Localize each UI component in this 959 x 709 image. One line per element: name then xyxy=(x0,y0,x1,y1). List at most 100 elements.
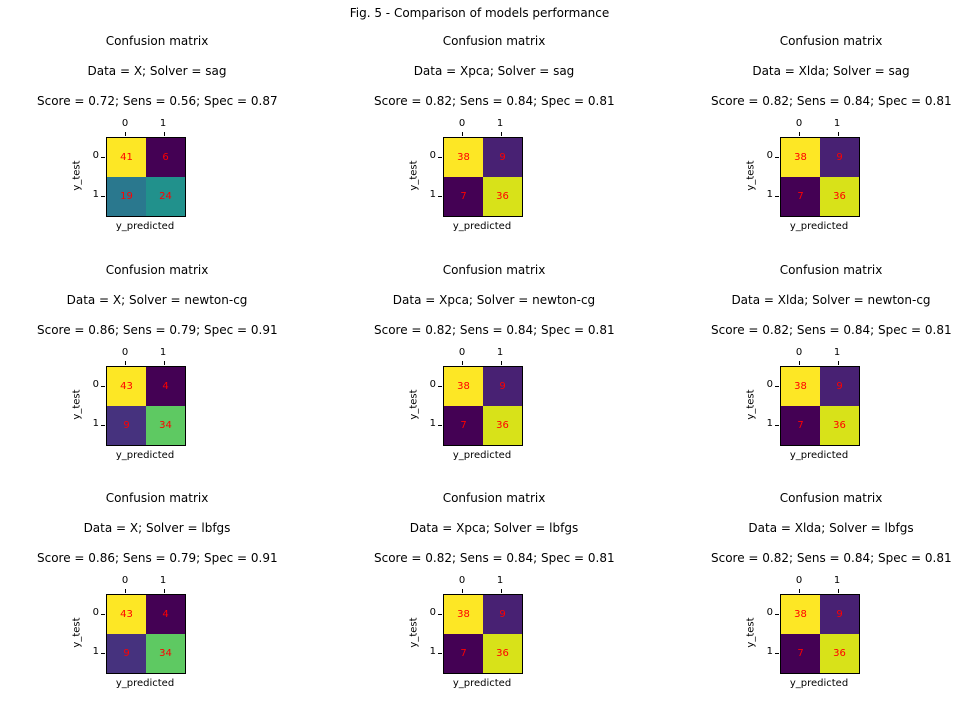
panel-subtitle: Data = Xlda; Solver = newton-cg xyxy=(731,293,931,307)
x-tick-mark xyxy=(125,361,126,365)
x-tick-mark xyxy=(501,361,502,365)
x-tick-label: 0 xyxy=(458,118,466,129)
matrix-cell: 24 xyxy=(146,177,185,216)
matrix-cell: 38 xyxy=(444,138,483,177)
figure-title: Fig. 5 - Comparison of models performanc… xyxy=(349,6,610,20)
panel-score: Score = 0.82; Sens = 0.84; Spec = 0.81 xyxy=(374,551,615,565)
x-tick-mark xyxy=(462,361,463,365)
y-tick-label: 1 xyxy=(92,418,99,429)
matrix-cell: 36 xyxy=(820,406,859,445)
matrix-cell: 7 xyxy=(444,406,483,445)
y-tick-mark xyxy=(438,386,442,387)
panel-subtitle: Data = X; Solver = lbfgs xyxy=(83,521,231,535)
y-tick-label: 1 xyxy=(92,189,99,200)
x-axis-label: y_predicted xyxy=(789,221,849,232)
x-axis-label: y_predicted xyxy=(115,678,175,689)
matrix-cell: 36 xyxy=(820,634,859,673)
y-tick-mark xyxy=(101,614,105,615)
confusion-matrix-panel: Confusion matrix Data = X; Solver = lbfgs… xyxy=(37,457,337,689)
x-tick-mark xyxy=(125,132,126,136)
matrix: 43 4 9 34 xyxy=(106,366,186,446)
panel-title: Confusion matrix xyxy=(442,491,546,505)
matrix: 38 9 7 36 xyxy=(443,366,523,446)
panel-subtitle: Data = Xlda; Solver = lbfgs xyxy=(748,521,914,535)
x-tick-label: 1 xyxy=(159,118,167,129)
x-tick-label: 0 xyxy=(121,118,129,129)
x-tick-label: 1 xyxy=(159,347,167,358)
y-axis-label: y_test xyxy=(408,160,420,191)
panel-score: Score = 0.82; Sens = 0.84; Spec = 0.81 xyxy=(711,94,952,108)
y-tick-label: 0 xyxy=(429,607,436,618)
y-tick-mark xyxy=(101,425,105,426)
x-axis-label: y_predicted xyxy=(115,221,175,232)
matrix-cell: 41 xyxy=(107,138,146,177)
y-tick-label: 1 xyxy=(429,646,436,657)
matrix-cell: 7 xyxy=(781,634,820,673)
x-tick-label: 1 xyxy=(833,118,841,129)
panel-subtitle: Data = X; Solver = newton-cg xyxy=(66,293,248,307)
y-tick-label: 1 xyxy=(429,418,436,429)
y-axis-label: y_test xyxy=(745,160,757,191)
panel-title: Confusion matrix xyxy=(779,34,883,48)
matrix-cell: 19 xyxy=(107,177,146,216)
matrix-cell: 34 xyxy=(146,406,185,445)
matrix-cell: 38 xyxy=(781,595,820,634)
matrix-cell: 6 xyxy=(146,138,185,177)
panel-score: Score = 0.82; Sens = 0.84; Spec = 0.81 xyxy=(711,323,952,337)
y-axis-label: y_test xyxy=(71,389,83,420)
matrix: 38 9 7 36 xyxy=(443,137,523,217)
confusion-matrix-panel: Confusion matrix Data = Xlda; Solver = sa… xyxy=(711,0,959,232)
x-tick-label: 0 xyxy=(121,347,129,358)
panel-score: Score = 0.82; Sens = 0.84; Spec = 0.81 xyxy=(374,323,615,337)
confusion-matrix-panel: Confusion matrix Data = Xpca; Solver = lb… xyxy=(374,457,674,689)
matrix-cell: 9 xyxy=(107,406,146,445)
matrix: 38 9 7 36 xyxy=(780,137,860,217)
y-tick-label: 0 xyxy=(92,150,99,161)
matrix-cell: 9 xyxy=(483,138,522,177)
panel-title: Confusion matrix xyxy=(442,34,546,48)
matrix-cell: 36 xyxy=(820,177,859,216)
panel-title: Confusion matrix xyxy=(105,263,209,277)
panel-subtitle: Data = X; Solver = sag xyxy=(87,64,227,78)
panel-subtitle: Data = Xpca; Solver = newton-cg xyxy=(392,293,596,307)
matrix: 41 6 19 24 xyxy=(106,137,186,217)
matrix-cell: 9 xyxy=(820,595,859,634)
x-tick-mark xyxy=(125,589,126,593)
matrix-cell: 34 xyxy=(146,634,185,673)
y-axis-label: y_test xyxy=(71,160,83,191)
y-tick-mark xyxy=(101,157,105,158)
x-tick-label: 0 xyxy=(795,347,803,358)
matrix: 43 4 9 34 xyxy=(106,594,186,674)
x-tick-label: 1 xyxy=(496,575,504,586)
x-tick-mark xyxy=(164,589,165,593)
x-axis-label: y_predicted xyxy=(789,450,849,461)
confusion-matrix-panel: Confusion matrix Data = Xlda; Solver = ne… xyxy=(711,229,959,461)
confusion-matrix-panel: Confusion matrix Data = Xpca; Solver = sa… xyxy=(374,0,674,232)
x-tick-label: 1 xyxy=(496,118,504,129)
panel-subtitle: Data = Xlda; Solver = sag xyxy=(752,64,910,78)
matrix-cell: 38 xyxy=(444,367,483,406)
matrix: 38 9 7 36 xyxy=(443,594,523,674)
y-tick-mark xyxy=(438,157,442,158)
matrix-cell: 4 xyxy=(146,367,185,406)
matrix-cell: 7 xyxy=(444,634,483,673)
y-tick-mark xyxy=(775,386,779,387)
matrix-cell: 38 xyxy=(781,138,820,177)
matrix-cell: 9 xyxy=(820,138,859,177)
panel-score: Score = 0.82; Sens = 0.84; Spec = 0.81 xyxy=(711,551,952,565)
x-axis-label: y_predicted xyxy=(789,678,849,689)
y-tick-mark xyxy=(775,425,779,426)
x-tick-mark xyxy=(799,589,800,593)
y-tick-mark xyxy=(775,157,779,158)
x-tick-mark xyxy=(462,132,463,136)
panel-score: Score = 0.86; Sens = 0.79; Spec = 0.91 xyxy=(37,323,278,337)
matrix-cell: 43 xyxy=(107,595,146,634)
x-axis-label: y_predicted xyxy=(115,450,175,461)
x-tick-label: 0 xyxy=(121,575,129,586)
matrix: 38 9 7 36 xyxy=(780,366,860,446)
x-tick-mark xyxy=(799,132,800,136)
y-tick-label: 0 xyxy=(766,379,773,390)
x-tick-mark xyxy=(164,132,165,136)
y-tick-label: 1 xyxy=(92,646,99,657)
matrix-cell: 9 xyxy=(483,367,522,406)
